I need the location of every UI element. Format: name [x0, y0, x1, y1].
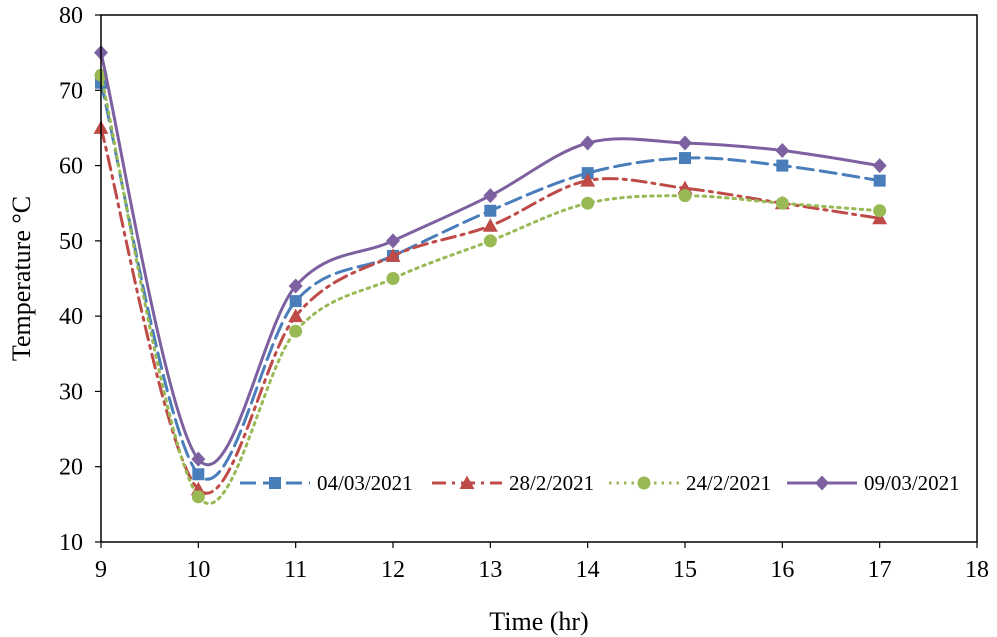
y-tick-label: 70	[59, 78, 83, 104]
y-tick-label: 60	[59, 154, 83, 180]
data-point-diamond	[580, 135, 595, 151]
legend-label: 24/2/2021	[686, 471, 771, 495]
data-point-triangle	[385, 248, 401, 262]
x-tick-label: 15	[673, 557, 697, 583]
data-point-diamond	[775, 143, 790, 159]
data-point-triangle	[872, 210, 888, 225]
series-24/2/2021	[94, 68, 887, 505]
series-line	[99, 126, 882, 495]
series-layer	[93, 45, 888, 505]
x-tick-label: 9	[95, 557, 107, 583]
series-09/03/2021	[94, 45, 887, 467]
data-point-diamond	[288, 278, 303, 294]
data-point-circle	[678, 189, 692, 203]
y-tick-label: 30	[59, 379, 83, 405]
data-point-triangle	[288, 308, 304, 323]
data-point-diamond	[483, 188, 498, 204]
x-tick-label: 13	[478, 557, 502, 583]
data-point-circle	[873, 204, 887, 218]
data-point-circle	[191, 490, 205, 504]
x-tick-label: 11	[284, 557, 307, 583]
data-point-square	[873, 174, 886, 187]
data-point-square	[484, 204, 497, 217]
data-point-diamond	[678, 135, 692, 151]
x-tick-label: 18	[965, 557, 989, 583]
y-tick-label: 20	[59, 455, 83, 481]
legend-label: 09/03/2021	[864, 471, 960, 495]
x-tick-label: 17	[868, 557, 892, 583]
x-tick-label: 16	[770, 557, 794, 583]
legend-marker	[459, 475, 475, 489]
legend-label: 28/2/2021	[509, 471, 594, 495]
legend-label: 04/03/2021	[317, 471, 413, 495]
x-tick-label: 12	[381, 557, 405, 583]
data-point-diamond	[386, 233, 400, 249]
data-point-circle	[581, 196, 595, 210]
legend-marker	[269, 477, 281, 489]
ticks-layer: 9 10 11 12 13 14 15 16 17 18 10 20 30 40 50 60 70 80	[59, 3, 989, 583]
data-point-square	[776, 159, 789, 172]
y-tick-label: 40	[59, 304, 83, 330]
legend-item: 28/2/2021	[432, 471, 594, 495]
data-point-circle	[386, 272, 400, 285]
data-point-circle	[289, 324, 303, 338]
x-tick-label: 14	[576, 557, 600, 583]
y-tick-label: 50	[59, 229, 83, 255]
series-04/03/2021	[95, 76, 886, 481]
data-point-diamond	[191, 451, 206, 467]
data-point-triangle	[482, 218, 498, 232]
y-tick-label: 80	[59, 3, 83, 29]
legend-marker	[637, 476, 651, 490]
x-tick-label: 10	[186, 557, 210, 583]
data-point-circle	[483, 234, 497, 248]
legend-item: 09/03/2021	[787, 471, 960, 495]
y-tick-label: 10	[59, 530, 83, 556]
data-point-square	[289, 295, 302, 308]
legend-marker	[815, 475, 829, 491]
data-point-triangle	[580, 173, 596, 187]
series-line	[99, 81, 882, 481]
legend-item: 24/2/2021	[609, 471, 771, 495]
data-point-square	[581, 167, 594, 180]
plot-frame	[100, 14, 978, 543]
data-point-diamond	[872, 158, 887, 174]
y-axis-title: Temperature °C	[7, 196, 36, 361]
data-point-square	[679, 152, 691, 165]
legend-item: 04/03/2021	[240, 471, 413, 495]
x-axis-title: Time (hr)	[489, 607, 588, 636]
series-28/2/2021	[93, 120, 888, 496]
series-line	[99, 73, 882, 505]
data-point-circle	[775, 196, 789, 210]
legend: 04/03/2021 28/2/2021 24/2/2021 09/03/2021	[240, 471, 960, 495]
series-line	[99, 51, 882, 467]
data-point-square	[192, 468, 205, 481]
